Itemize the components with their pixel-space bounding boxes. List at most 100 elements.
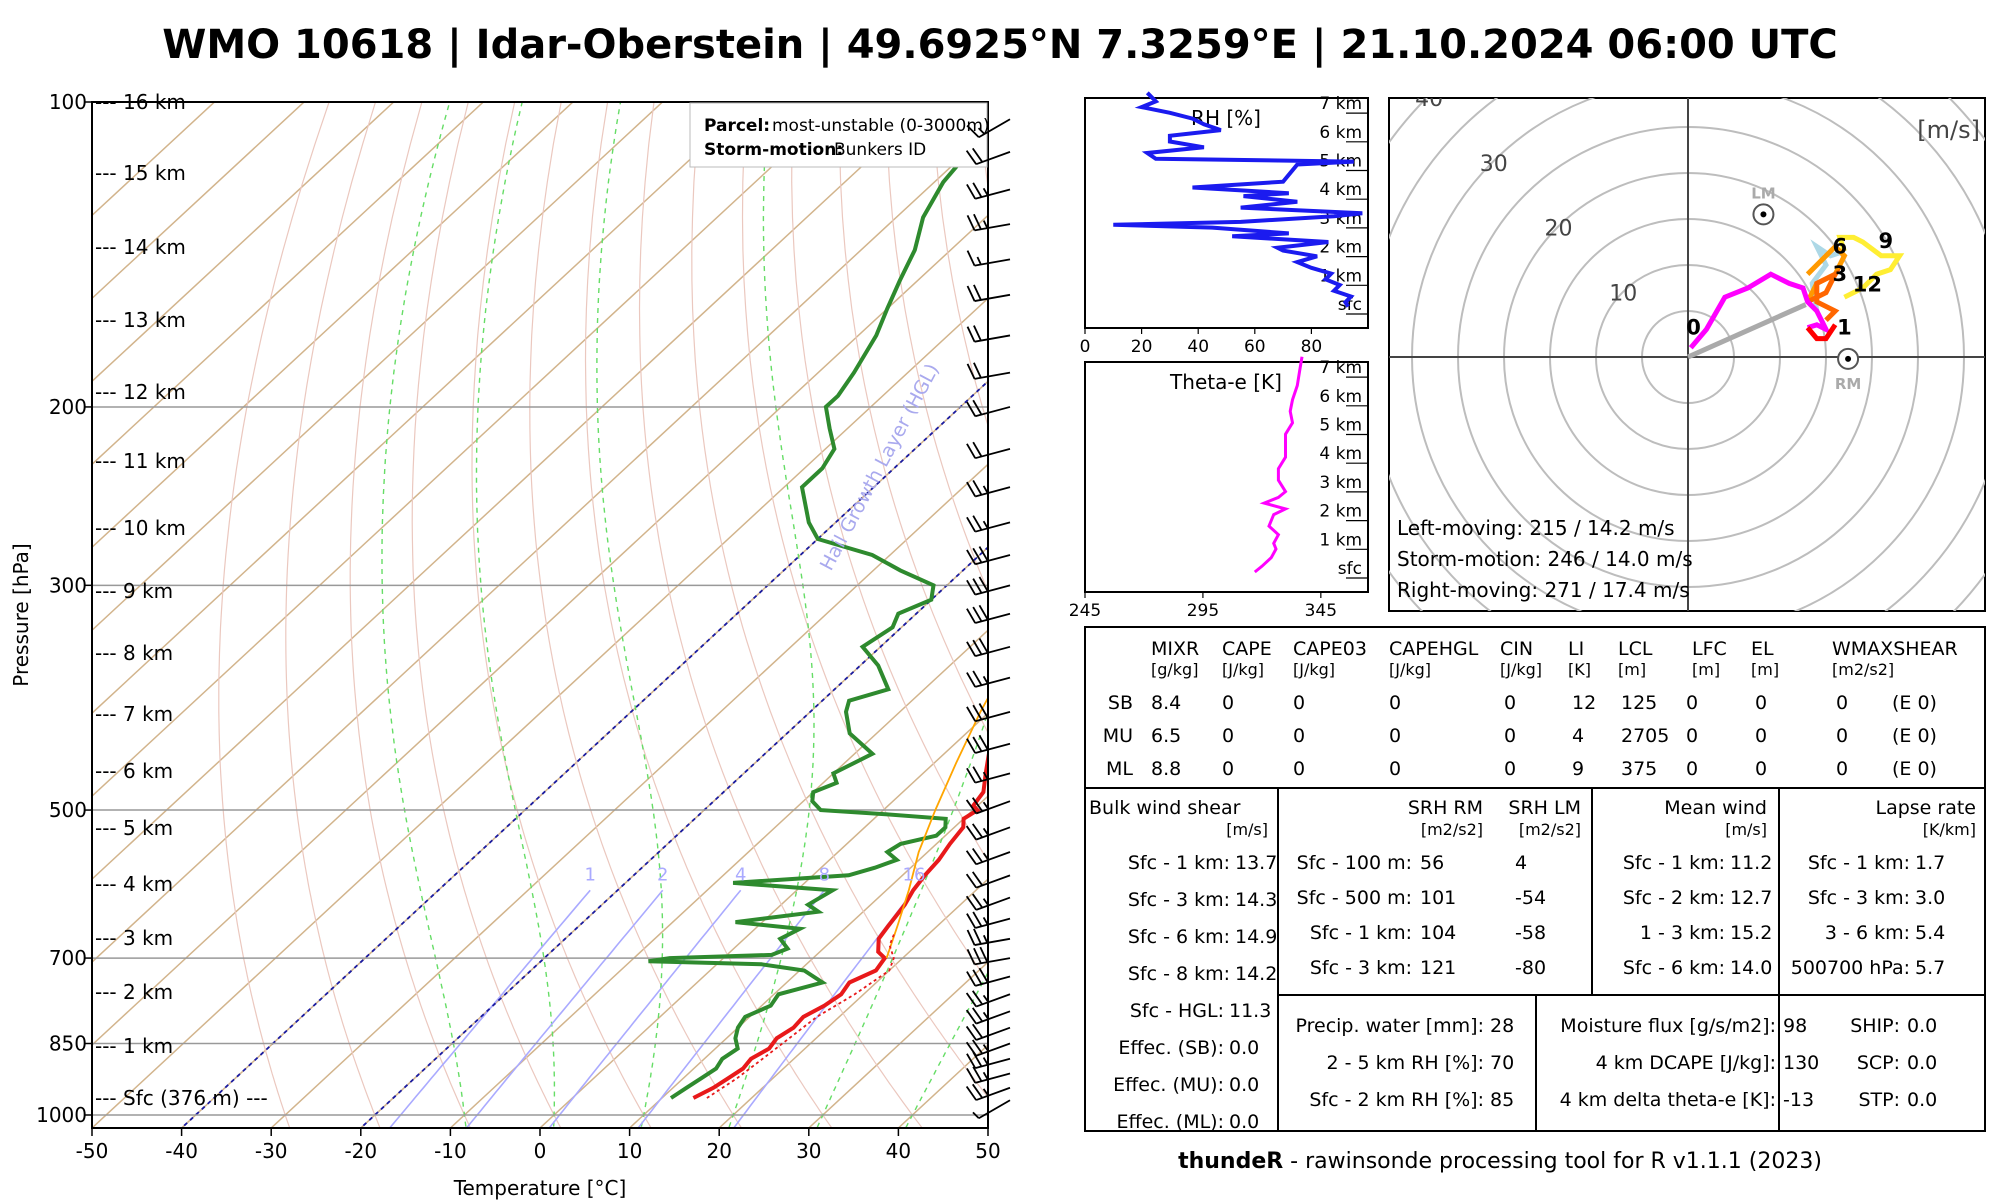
shear-label: Effec. (MU):: [1113, 1074, 1224, 1096]
wind-barb-flag: [965, 850, 977, 865]
parcel-legend: Parcel: most-unstable (0-3000m) Storm-mo…: [689, 102, 990, 168]
wind-barb-shaft: [975, 1042, 1011, 1057]
hodograph-height-label: 9: [1878, 229, 1893, 253]
wind-barb-flag: [972, 670, 983, 686]
wind-barb: [966, 325, 1011, 343]
wind-barb-flag: [973, 213, 982, 230]
lapse-label: Sfc - 3 km:: [1808, 887, 1910, 909]
x-tick-label: -50: [76, 1139, 109, 1163]
dry-adiabat-line: [349, 102, 472, 1128]
moist-adiabat-line: [728, 102, 815, 1128]
table-cell: 0: [1755, 692, 1767, 714]
wind-barb-flag: [972, 639, 983, 655]
wind-barb-flag: [965, 150, 977, 165]
table-cell: 0: [1755, 725, 1767, 747]
hodograph-panel: 10 20 30 40 [m/s] 0 1 3 6 9 12 LM RM Left-moving: …: [1388, 97, 1986, 612]
hodograph-text-line: Right-moving: 271 / 17.4 m/s: [1397, 578, 1690, 602]
theta-e-line: [1253, 356, 1304, 574]
moist-adiabat-line: [816, 710, 988, 1128]
height-label: --- 11 km: [95, 449, 186, 473]
wind-barb-shaft: [975, 851, 1011, 866]
wind-barb-flag: [978, 637, 989, 654]
index-label: STP:: [1858, 1089, 1900, 1111]
misc-value: 85: [1490, 1089, 1514, 1111]
profile-x-tick-label: 245: [1069, 601, 1101, 621]
srh-label: Sfc - 500 m:: [1297, 887, 1412, 909]
isotherm-line: [92, 102, 843, 798]
table-cell: (E 0): [1892, 758, 1937, 780]
mean-wind-label: Sfc - 1 km:: [1623, 852, 1725, 874]
wind-barb-half-flag: [972, 1111, 980, 1119]
wind-barb-flag: [966, 608, 977, 624]
misc-value: 130: [1783, 1052, 1819, 1074]
pressure-tick-label: 500: [49, 798, 87, 822]
srh-lm-value: -80: [1515, 957, 1546, 979]
theta-e-panel: Theta-e [K] 7 km 6 km 5 km 4 km 3 km 2 km 1 km…: [1069, 356, 1369, 621]
srh-label: Sfc - 100 m:: [1297, 852, 1412, 874]
wind-barb-flag: [966, 549, 977, 565]
wind-barb: [965, 1023, 1011, 1041]
wind-barb-flag: [966, 285, 976, 302]
x-tick-label: 0: [534, 1139, 547, 1163]
height-label: --- 10 km: [95, 516, 186, 540]
wind-barb-flag: [972, 441, 983, 457]
mixing-ratio-line: [465, 889, 664, 1128]
table-cell: 0: [1504, 725, 1516, 747]
wind-barb-half-flag: [982, 801, 990, 810]
table-cell: 0: [1293, 725, 1305, 747]
isotherm-line: [92, 102, 933, 881]
lapse-value: 3.0: [1915, 887, 1945, 909]
table-cell: (E 0): [1892, 725, 1937, 747]
table-unit: [m2/s2]: [1832, 660, 1894, 679]
parcel-value: most-unstable (0-3000m): [772, 116, 990, 136]
isotherm-line: [92, 297, 988, 1128]
wind-barb: [966, 703, 1011, 723]
footer-text: - rawinsonde processing tool for R v1.1.…: [1283, 1149, 1822, 1174]
wind-barb-flag: [972, 606, 983, 622]
height-label: --- 15 km: [95, 161, 186, 185]
profile-x-tick-label: 20: [1131, 337, 1153, 357]
parcel-label: Parcel:: [704, 116, 770, 136]
mixing-ratio-label: 2: [657, 864, 668, 885]
table-header: CIN: [1500, 638, 1533, 660]
rh-line: [1113, 91, 1363, 308]
profile-height-label: 4 km: [1319, 180, 1362, 200]
hodograph-text-line: Storm-motion: 246 / 14.0 m/s: [1397, 547, 1693, 571]
pressure-tick-label: 100: [49, 90, 87, 114]
figure-title: WMO 10618 | Idar-Oberstein | 49.6925°N 7…: [162, 22, 1838, 69]
profile-x-tick-label: 0: [1080, 337, 1091, 357]
wind-barb-flag: [966, 215, 976, 231]
wind-barb: [965, 147, 1011, 166]
srh-rm-value: 104: [1420, 922, 1456, 944]
table-cell: (E 0): [1892, 692, 1937, 714]
wind-barb-flag: [972, 182, 983, 198]
table-cell: 0: [1836, 692, 1848, 714]
srh-rm-title: SRH RM: [1408, 797, 1483, 819]
height-label: --- 6 km: [95, 759, 173, 783]
misc-value: 98: [1783, 1015, 1807, 1037]
wind-barb-flag: [972, 969, 983, 985]
mixing-ratio-label: 4: [735, 864, 746, 885]
isotherm-line: [92, 102, 395, 383]
hodograph-units: [m/s]: [1917, 116, 1980, 144]
table-cell: 0: [1389, 758, 1401, 780]
dry-adiabat-line: [285, 102, 381, 1128]
table-cell: 8.8: [1151, 758, 1181, 780]
height-label: --- 12 km: [95, 380, 186, 404]
wind-barb-flag: [966, 1053, 977, 1069]
hodograph-height-label: 3: [1832, 262, 1847, 286]
wind-barb-flag: [973, 947, 982, 964]
lapse-label: 500700 hPa:: [1791, 957, 1910, 979]
hodograph-height-label: 6: [1832, 235, 1847, 259]
wind-barb-half-flag: [982, 1057, 989, 1066]
mean-wind-units: [m/s]: [1725, 820, 1767, 839]
lapse-title: Lapse rate: [1875, 797, 1976, 819]
height-label: --- 2 km: [95, 980, 173, 1004]
wind-barb-flag: [966, 184, 977, 200]
footer-brand: thundeR: [1178, 1149, 1283, 1174]
wind-barb-flag: [965, 825, 977, 841]
wind-barb-flag: [966, 929, 976, 946]
table-cell: 4: [1572, 725, 1584, 747]
mixing-ratio-line: [548, 889, 742, 1128]
